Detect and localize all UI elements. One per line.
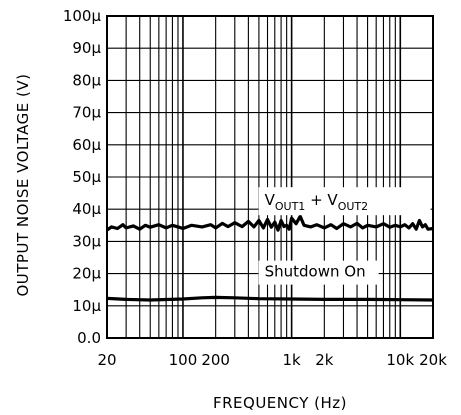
series-label-vout: VOUT1 + VOUT2 [265,191,369,213]
x-axis-title: FREQUENCY (Hz) [213,394,347,412]
series-line-2 [106,295,434,302]
series-labels: VOUT1 + VOUT2 Shutdown On [258,187,431,285]
y-tick-label: 40μ [72,200,101,218]
y-tick-label: 60μ [72,136,101,154]
y-tick-label: 70μ [72,104,101,122]
series-label-bg [258,260,379,285]
series-line-1 [106,214,434,232]
y-tick-label: 100μ [63,7,102,25]
x-tick-label: 10k [386,351,414,369]
x-tick-label: 20k [419,351,447,369]
y-tick-label: 20μ [72,265,101,283]
series-label-shutdown: Shutdown On [265,263,366,281]
x-tick-label: 20 [97,351,116,369]
x-tick-label: 2k [315,351,334,369]
x-tick-label: 100 [169,351,198,369]
x-tick-label: 1k [283,351,302,369]
y-tick-label: 0.0 [77,329,101,347]
y-tick-labels: 0.0 10μ 20μ 30μ 40μ 50μ 60μ 70μ 80μ 90μ 100μ [63,7,102,347]
y-axis-title: OUTPUT NOISE VOLTAGE (V) [14,73,32,296]
y-tick-label: 50μ [72,168,101,186]
plot-frame [106,15,434,339]
y-tick-label: 90μ [72,39,101,57]
y-tick-label: 10μ [72,297,101,315]
series-label-bg [258,187,431,216]
x-tick-label: 200 [201,351,230,369]
major-grid [107,16,433,338]
y-tick-label: 30μ [72,232,101,250]
y-tick-label: 80μ [72,71,101,89]
x-tick-labels: 20 100 200 1k 2k 10k 20k [97,351,447,369]
series-lines [106,214,434,302]
